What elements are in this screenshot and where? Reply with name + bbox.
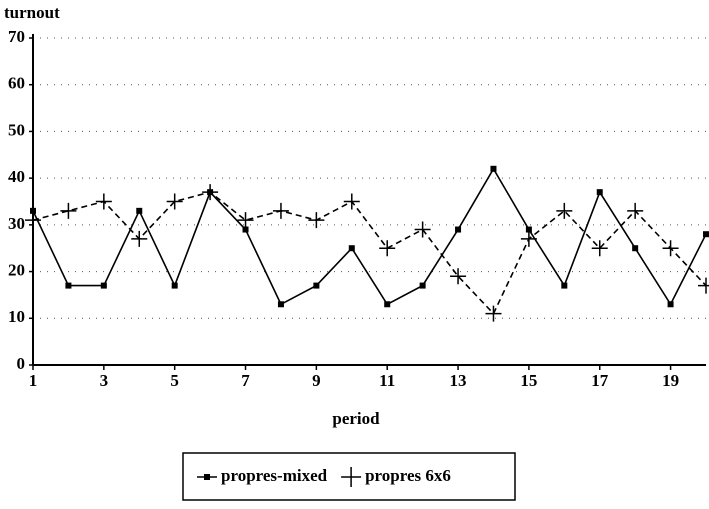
point — [525, 226, 532, 233]
y-tick-label: 50 — [8, 120, 25, 139]
point — [171, 282, 178, 289]
point — [414, 221, 431, 238]
point — [100, 282, 107, 289]
series-line — [32, 191, 707, 316]
point — [455, 226, 462, 233]
point — [703, 231, 709, 238]
x-tick-label: 5 — [170, 371, 179, 390]
point — [490, 165, 497, 172]
x-tick-label: 17 — [591, 371, 609, 390]
x-tick-label: 13 — [450, 371, 467, 390]
x-tick-label: 15 — [520, 371, 537, 390]
x-tick-label: 3 — [100, 371, 109, 390]
point — [65, 282, 72, 289]
legend-label: propres-mixed — [221, 466, 328, 485]
y-tick-label: 0 — [17, 354, 26, 373]
point — [348, 245, 355, 252]
point — [627, 202, 644, 219]
point — [95, 193, 112, 210]
point — [556, 202, 573, 219]
y-tick-label: 20 — [8, 260, 25, 279]
point — [520, 230, 537, 247]
legend-swatch — [204, 474, 210, 480]
y-axis-label: turnout — [4, 3, 60, 22]
point — [596, 189, 603, 196]
point — [136, 207, 143, 214]
series-line — [32, 167, 707, 306]
point — [485, 305, 502, 322]
x-tick-label: 19 — [662, 371, 679, 390]
point — [591, 240, 608, 257]
point — [277, 301, 284, 308]
point — [662, 240, 679, 257]
point — [384, 301, 391, 308]
y-tick-label: 60 — [8, 74, 25, 93]
x-tick-label: 9 — [312, 371, 321, 390]
point — [242, 226, 249, 233]
point — [308, 212, 325, 229]
point — [632, 245, 639, 252]
point — [202, 184, 219, 201]
point — [313, 282, 320, 289]
legend-label: propres 6x6 — [365, 466, 451, 485]
point — [343, 193, 360, 210]
x-tick-label: 11 — [379, 371, 395, 390]
point — [450, 268, 467, 285]
point — [667, 301, 674, 308]
y-tick-label: 30 — [8, 214, 25, 233]
point — [166, 193, 183, 210]
legend-box — [182, 452, 516, 501]
point — [30, 207, 36, 214]
point — [419, 282, 426, 289]
x-tick-label: 1 — [29, 371, 38, 390]
x-axis-label: period — [332, 409, 380, 428]
point — [237, 212, 254, 229]
point — [131, 230, 148, 247]
point — [698, 277, 709, 294]
point — [25, 212, 41, 229]
point — [272, 202, 289, 219]
y-tick-label: 70 — [8, 27, 25, 46]
point — [561, 282, 568, 289]
legend-swatch — [341, 467, 362, 487]
point — [379, 240, 396, 257]
x-tick-label: 7 — [241, 371, 250, 390]
y-tick-label: 10 — [8, 307, 25, 326]
y-tick-label: 40 — [8, 167, 25, 186]
point — [60, 202, 77, 219]
